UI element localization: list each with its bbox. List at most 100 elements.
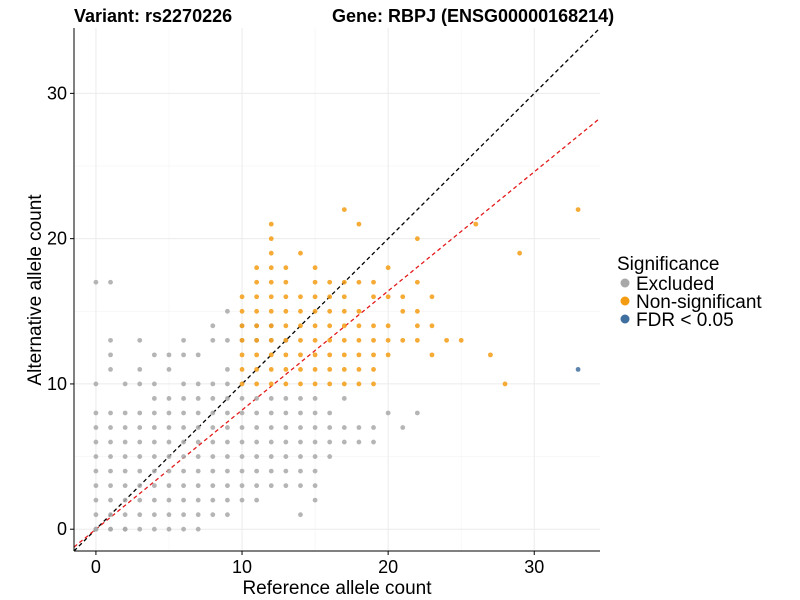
data-point [327,381,333,387]
data-point [151,526,157,532]
data-point [108,352,113,358]
series-excluded [93,279,420,532]
data-point [283,337,289,343]
data-point [268,308,274,314]
data-point [268,367,274,372]
data-point [341,294,347,300]
data-point [181,439,186,445]
data-point [312,367,318,372]
reference-line-1 [73,117,601,548]
data-point [385,294,391,300]
data-point [312,454,318,459]
data-point [210,323,216,329]
data-point [254,410,260,416]
data-point [239,454,245,459]
data-point [268,323,274,329]
data-point [166,497,172,503]
data-point [181,526,186,532]
data-point [312,439,318,445]
data-point [356,381,362,387]
data-point [268,221,274,227]
data-point [312,352,318,358]
data-point [195,512,201,518]
reference-line-0 [73,27,601,552]
x-tick-label: 10 [232,557,252,577]
data-point [327,279,333,285]
x-tick-label: 0 [91,557,101,577]
data-point [225,439,230,445]
legend: Significance Excluded Non-significant FD… [617,254,762,331]
data-point [151,512,157,518]
data-point [108,425,113,430]
data-point [225,425,230,430]
data-point [268,294,274,300]
series-fdr-0-05 [575,367,581,372]
data-point [327,367,333,372]
data-point [195,497,201,503]
data-point [341,425,347,430]
data-point [225,410,230,416]
data-point [108,526,113,532]
data-point [283,294,289,300]
data-point [108,367,113,372]
data-point [239,497,245,503]
data-point [93,410,99,416]
data-point [356,308,362,314]
legend-entry-excluded: Excluded [620,274,714,295]
data-point [181,497,186,503]
data-point [283,439,289,445]
data-point [181,483,186,489]
data-point [312,294,318,300]
data-point [268,396,274,401]
data-point [225,468,230,474]
legend-swatch-excluded [620,278,630,288]
data-point [414,308,420,314]
data-point [371,381,376,387]
data-point [254,294,260,300]
data-point [181,352,186,358]
data-point [181,381,186,387]
data-point [312,381,318,387]
data-point [122,483,128,489]
data-point [254,279,260,285]
data-point [400,308,406,314]
data-point [298,468,303,474]
data-point [239,468,245,474]
data-point [93,526,99,532]
data-point [268,279,274,285]
data-point [298,294,303,300]
data-point [166,425,172,430]
legend-swatch-non-significant [620,296,630,306]
data-point [122,468,128,474]
data-point [356,337,362,343]
data-point [268,352,274,358]
x-ticks: 0 10 20 30 [91,551,544,577]
data-point [166,483,172,489]
data-point [254,308,260,314]
data-point [166,512,172,518]
data-point [195,381,201,387]
data-point [283,352,289,358]
data-point [298,483,303,489]
data-point [166,454,172,459]
data-point [385,337,391,343]
data-point [108,439,113,445]
data-point [414,279,420,285]
chart-title-variant: Variant: rs2270226 [74,6,232,26]
data-point [298,439,303,445]
data-point [239,337,245,343]
data-point [429,323,435,329]
data-point [254,337,260,343]
data-point [108,337,113,343]
data-point [195,526,201,532]
data-point [137,381,143,387]
data-point [298,381,303,387]
data-point [93,497,99,503]
data-point [254,439,260,445]
data-point [151,468,157,474]
data-point [327,308,333,314]
data-point [195,352,201,358]
data-point [268,265,274,271]
data-point [298,250,303,256]
data-point [93,279,99,285]
